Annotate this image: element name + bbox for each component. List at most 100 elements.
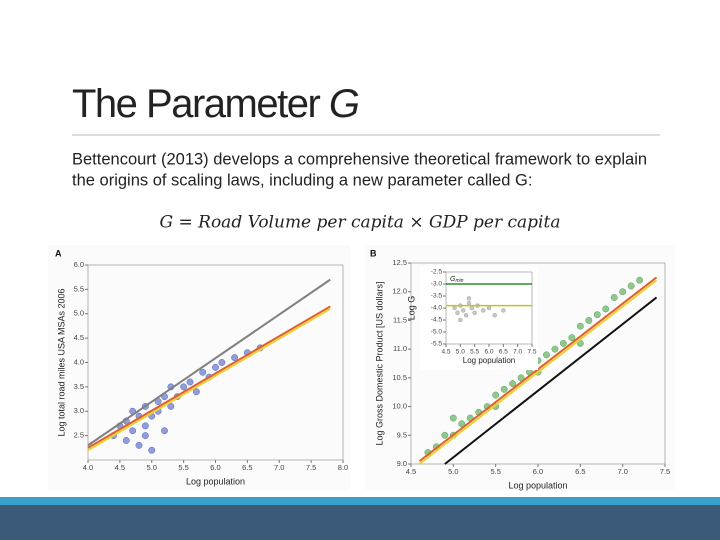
point: [559, 339, 567, 347]
x-tick-label: 6.0: [484, 349, 493, 356]
panel-label: B: [370, 248, 377, 258]
x-tick-label: 7.0: [274, 463, 284, 472]
fit-line: [87, 305, 331, 449]
point: [492, 391, 500, 399]
y-tick-label: 12.5: [392, 258, 407, 267]
x-tick-label: 4.5: [406, 467, 416, 476]
x-tick-label: 4.5: [115, 463, 125, 472]
x-tick-label: 5.5: [470, 349, 479, 356]
y-axis-label: Log total road miles USA MSAs 2006: [56, 288, 66, 436]
point: [161, 427, 168, 435]
point: [452, 305, 457, 311]
point: [543, 351, 550, 359]
x-tick-label: 7.5: [306, 463, 316, 472]
y-tick-label: 11.5: [393, 315, 407, 324]
x-tick-label: 5.0: [456, 349, 465, 356]
annotation-main: G: [450, 276, 456, 283]
point: [481, 308, 486, 313]
point: [129, 427, 137, 435]
x-tick-label: 8.0: [338, 463, 348, 472]
point: [501, 308, 506, 313]
y-tick-label: 10.0: [392, 402, 407, 411]
x-axis-label: Log population: [186, 476, 245, 486]
point: [167, 402, 175, 410]
fit-line: [87, 278, 331, 447]
point: [141, 432, 149, 440]
y-tick-label: 5.0: [74, 309, 84, 318]
y-tick-label: 4.5: [74, 333, 84, 342]
point: [135, 441, 143, 449]
equation: G = Road Volume per capita × GDP per cap…: [160, 213, 561, 233]
figure-a-bg: [48, 245, 350, 490]
title-variable: G: [329, 82, 359, 126]
y-tick-label: -5.5: [431, 341, 443, 348]
point: [458, 317, 463, 323]
point: [593, 311, 601, 319]
point: [492, 312, 497, 318]
x-tick-label: 5.5: [490, 467, 500, 476]
y-tick-label: 9.0: [397, 459, 407, 468]
x-tick-label: 6.5: [575, 467, 585, 476]
y-tick-label: 6.0: [74, 260, 84, 269]
point: [486, 305, 492, 311]
x-tick-label: 4.5: [441, 349, 450, 356]
point: [231, 354, 239, 362]
fit-line: [444, 296, 658, 465]
point: [619, 288, 627, 296]
point: [180, 383, 188, 391]
y-tick-label: -4.0: [431, 305, 443, 312]
x-axis-label: Log population: [463, 356, 516, 365]
point: [463, 312, 469, 318]
y-tick-label: 3.5: [74, 382, 84, 391]
point: [441, 431, 449, 439]
point: [466, 300, 472, 306]
annotation: Gmin: [450, 276, 464, 284]
y-tick-label: 5.5: [74, 284, 84, 293]
point: [455, 310, 460, 316]
x-tick-label: 6.5: [242, 463, 252, 472]
y-tick-label: 11.0: [393, 344, 407, 353]
footer-bar: [0, 505, 720, 540]
point: [122, 437, 130, 444]
y-axis-label: Log G: [406, 296, 416, 321]
slide-title: The Parameter G: [72, 82, 359, 126]
point: [469, 305, 475, 311]
x-tick-label: 5.0: [147, 463, 157, 472]
point: [568, 334, 576, 342]
x-tick-label: 4.0: [83, 463, 93, 472]
point: [551, 345, 559, 353]
panel-label: A: [55, 248, 62, 258]
y-tick-label: 2.5: [74, 431, 84, 440]
x-tick-label: 6.0: [533, 467, 543, 476]
y-tick-label: 9.5: [397, 430, 407, 439]
x-tick-label: 5.5: [178, 463, 188, 472]
point: [636, 276, 644, 284]
point: [449, 414, 457, 422]
point: [192, 388, 200, 396]
point: [199, 368, 207, 376]
annotation-sub: min: [455, 278, 463, 284]
title-text: The Parameter: [72, 82, 320, 126]
x-tick-label: 7.0: [513, 349, 522, 356]
point: [141, 422, 149, 430]
body-line: the origins of scaling laws, including a…: [72, 171, 532, 189]
body-line: Bettencourt (2013) develops a comprehens…: [72, 150, 647, 168]
fit-line: [87, 308, 331, 452]
y-tick-label: -3.5: [431, 293, 443, 300]
point: [472, 310, 477, 316]
point: [500, 385, 508, 393]
x-tick-label: 6.0: [210, 463, 220, 472]
y-tick-label: 12.0: [392, 287, 407, 296]
y-tick-label: -4.5: [431, 317, 443, 324]
y-tick-label: -3.0: [431, 281, 443, 288]
point: [576, 322, 584, 330]
x-tick-label: 7.0: [617, 467, 627, 476]
point: [458, 420, 466, 428]
y-tick-label: 4.0: [74, 357, 84, 366]
x-axis-label: Log population: [508, 480, 567, 490]
y-tick-label: -2.5: [431, 269, 443, 276]
y-tick-label: 3.0: [74, 406, 84, 415]
x-tick-label: 7.5: [660, 467, 670, 476]
point: [602, 305, 610, 313]
